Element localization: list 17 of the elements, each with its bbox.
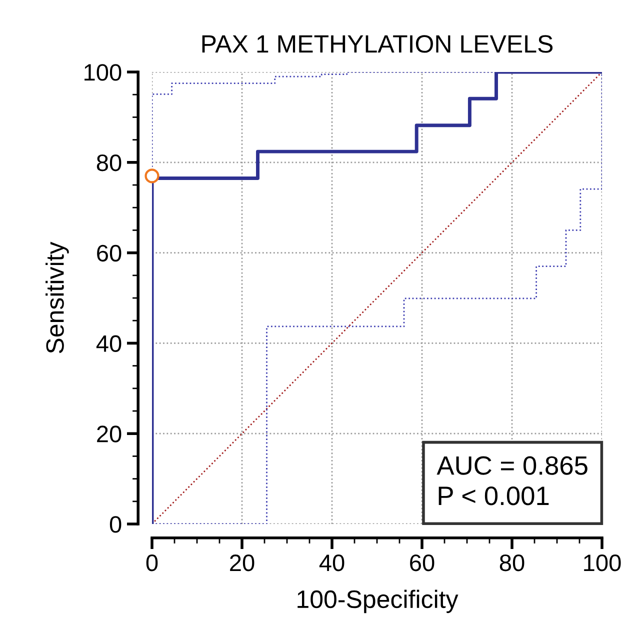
x-tick-label: 60 xyxy=(410,554,434,572)
y-tick-label: 100 xyxy=(84,64,122,81)
x-axis-title: 100-Specificity xyxy=(298,590,458,614)
annotation: P < 0.001 xyxy=(438,486,549,506)
annotation: AUC = 0.865 xyxy=(436,456,588,475)
x-tick-label: 40 xyxy=(319,554,344,572)
x-tick-label: 80 xyxy=(500,554,524,572)
y-tick-label: 0 xyxy=(110,516,122,533)
x-tick-label: 20 xyxy=(230,554,254,572)
y-tick-label: 20 xyxy=(97,426,122,442)
x-tick-label: 100 xyxy=(584,554,621,572)
y-tick-label: 40 xyxy=(96,335,122,352)
y-tick-label: 60 xyxy=(97,244,122,262)
x-tick-label: 0 xyxy=(146,554,158,572)
chart-title: PAX 1 METHYLATION LEVELS xyxy=(202,35,553,53)
y-axis-title: Sensitivity xyxy=(46,242,69,354)
y-tick-label: 80 xyxy=(96,154,122,172)
